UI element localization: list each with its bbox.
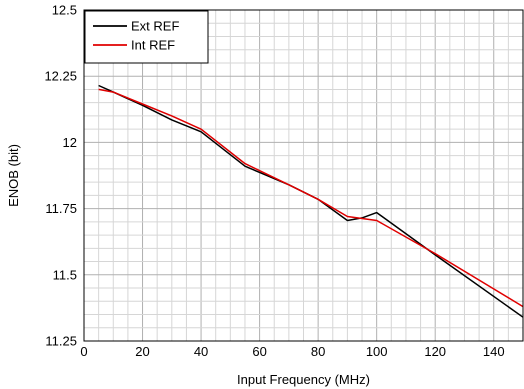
- y-tick-label: 11.5: [53, 267, 77, 282]
- x-tick-label: 60: [252, 344, 266, 359]
- y-tick-label: 11.25: [45, 334, 77, 349]
- y-axis-label: ENOB (bit): [6, 144, 21, 207]
- plot-frame: [83, 9, 524, 342]
- x-tick-labels: 0 20 40 60 80 100 120 140: [80, 344, 504, 359]
- x-tick-label: 0: [80, 344, 87, 359]
- x-tick-label: 100: [366, 344, 388, 359]
- y-tick-label: 12.5: [52, 3, 77, 18]
- legend-label: Int REF: [131, 38, 175, 53]
- x-axis-label: Input Frequency (MHz): [237, 372, 370, 387]
- x-tick-label: 20: [135, 344, 149, 359]
- x-tick-label: 140: [483, 344, 505, 359]
- legend-box: [84, 10, 209, 64]
- legend-label: Ext REF: [131, 19, 179, 34]
- series-lines: [98, 84, 524, 318]
- y-tick-labels: 11.25 11.5 11.75 12 12.25 12.5: [44, 3, 77, 349]
- y-tick-label: 12: [63, 135, 77, 150]
- x-tick-label: 120: [424, 344, 446, 359]
- x-tick-label: 40: [194, 344, 208, 359]
- x-tick-label: 80: [311, 344, 325, 359]
- legend: Ext REF Int REF: [84, 10, 209, 64]
- series-line-ext-ref: [98, 84, 524, 318]
- y-tick-label: 12.25: [44, 69, 77, 84]
- series-line-int-ref: [98, 88, 524, 308]
- y-tick-label: 11.75: [45, 201, 77, 216]
